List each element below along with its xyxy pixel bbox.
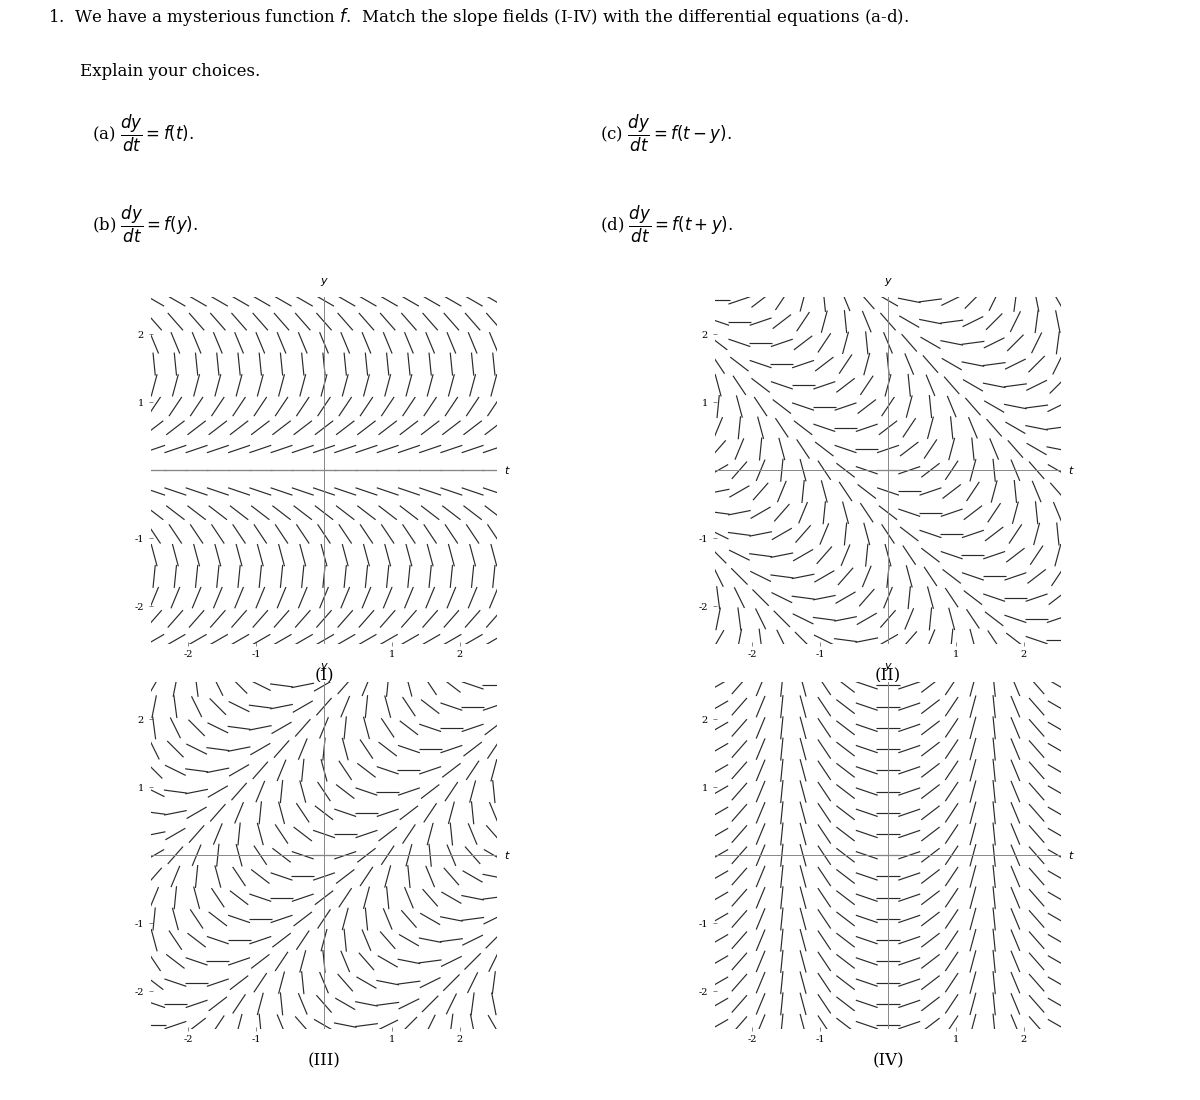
- Text: Explain your choices.: Explain your choices.: [80, 63, 260, 80]
- Text: $y$: $y$: [319, 276, 329, 288]
- Text: (d) $\dfrac{dy}{dt} = f(t+y)$.: (d) $\dfrac{dy}{dt} = f(t+y)$.: [600, 204, 733, 244]
- Text: 1.  We have a mysterious function $f$.  Match the slope fields (I-IV) with the d: 1. We have a mysterious function $f$. Ma…: [48, 6, 910, 28]
- Text: $y$: $y$: [883, 661, 893, 673]
- Text: (b) $\dfrac{dy}{dt} = f(y)$.: (b) $\dfrac{dy}{dt} = f(y)$.: [92, 204, 198, 244]
- Text: $y$: $y$: [883, 276, 893, 288]
- Text: (c) $\dfrac{dy}{dt} = f(t-y)$.: (c) $\dfrac{dy}{dt} = f(t-y)$.: [600, 112, 732, 154]
- Text: (II): (II): [875, 668, 901, 685]
- Text: $t$: $t$: [504, 464, 511, 476]
- Text: (IV): (IV): [872, 1053, 904, 1070]
- Text: $t$: $t$: [1068, 464, 1075, 476]
- Text: $y$: $y$: [319, 661, 329, 673]
- Text: $t$: $t$: [1068, 849, 1075, 861]
- Text: (I): (I): [314, 668, 334, 685]
- Text: (a) $\dfrac{dy}{dt} = f(t)$.: (a) $\dfrac{dy}{dt} = f(t)$.: [92, 112, 194, 154]
- Text: (III): (III): [307, 1053, 341, 1070]
- Text: $t$: $t$: [504, 849, 511, 861]
